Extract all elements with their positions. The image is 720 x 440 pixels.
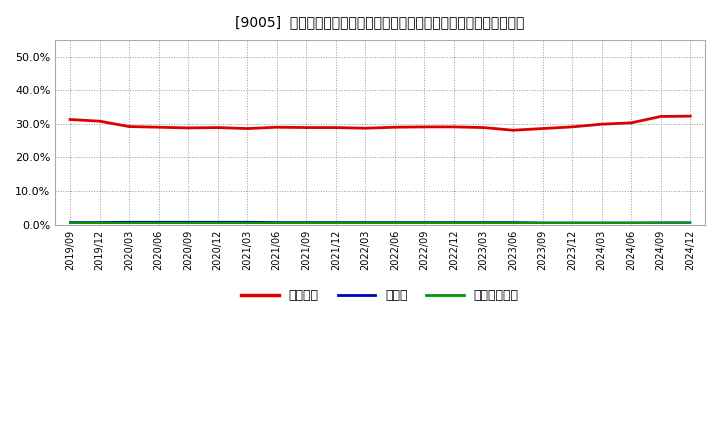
Legend: 自己資本, のれん, 繰延税金資産: 自己資本, のれん, 繰延税金資産	[236, 284, 524, 307]
Title: [9005]  自己資本、のれん、繰延税金資産の総資産に対する比率の推移: [9005] 自己資本、のれん、繰延税金資産の総資産に対する比率の推移	[235, 15, 525, 29]
